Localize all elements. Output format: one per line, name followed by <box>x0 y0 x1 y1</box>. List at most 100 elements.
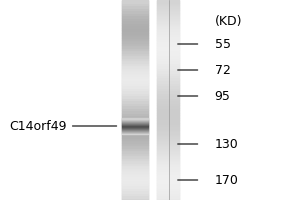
Bar <box>157 0 179 2</box>
Bar <box>122 135 148 138</box>
Bar <box>122 27 148 30</box>
Bar <box>157 25 179 27</box>
Bar <box>122 100 148 102</box>
Bar <box>157 75 179 77</box>
Bar <box>122 0 148 200</box>
Bar <box>122 20 148 22</box>
Bar <box>157 27 179 30</box>
Bar <box>122 142 148 145</box>
Bar <box>157 80 179 82</box>
Bar <box>157 70 179 73</box>
Bar <box>157 55 179 58</box>
Bar <box>157 162 179 165</box>
Bar <box>122 195 148 198</box>
Bar <box>157 188 179 190</box>
Bar <box>157 40 179 43</box>
Bar <box>157 85 179 88</box>
Bar <box>122 158 148 160</box>
Bar <box>122 138 148 140</box>
Bar <box>122 7 148 10</box>
Bar <box>122 15 148 18</box>
Bar <box>122 119 148 120</box>
Bar <box>157 145 179 148</box>
Bar <box>157 43 179 45</box>
Bar <box>157 152 179 155</box>
Bar <box>157 192 179 195</box>
Bar <box>157 38 179 40</box>
Bar <box>157 83 179 85</box>
Bar <box>122 170 148 172</box>
Bar <box>122 22 148 25</box>
Bar <box>157 92 179 95</box>
Bar <box>122 47 148 50</box>
Bar <box>157 128 179 130</box>
Bar <box>122 40 148 43</box>
Bar <box>157 20 179 22</box>
Bar <box>157 115 179 117</box>
Bar <box>157 142 179 145</box>
Bar <box>157 5 179 7</box>
Bar <box>122 108 148 110</box>
Text: C14orf49: C14orf49 <box>9 119 67 132</box>
Bar <box>122 80 148 82</box>
Bar <box>157 148 179 150</box>
Bar <box>157 150 179 152</box>
Bar <box>122 75 148 77</box>
Bar <box>157 58 179 60</box>
Bar <box>122 115 148 117</box>
Bar <box>157 180 179 182</box>
Bar <box>122 125 148 126</box>
Bar <box>122 2 148 5</box>
Bar <box>122 95 148 98</box>
Bar <box>122 124 148 125</box>
Bar <box>122 130 148 131</box>
Bar <box>122 127 148 128</box>
Bar <box>122 45 148 47</box>
Text: 72: 72 <box>215 64 231 76</box>
Bar <box>122 58 148 60</box>
Bar <box>157 88 179 90</box>
Bar <box>157 155 179 158</box>
Bar <box>157 22 179 25</box>
Bar <box>157 165 179 168</box>
Bar <box>122 162 148 165</box>
Bar <box>157 160 179 162</box>
Bar <box>122 120 148 121</box>
Bar <box>122 98 148 100</box>
Bar <box>122 192 148 195</box>
Bar <box>157 0 179 200</box>
Bar <box>157 130 179 132</box>
Bar <box>122 90 148 92</box>
Bar <box>122 155 148 158</box>
Bar <box>122 168 148 170</box>
Text: 130: 130 <box>215 138 238 150</box>
Bar <box>122 78 148 80</box>
Bar <box>122 102 148 105</box>
Bar <box>122 55 148 58</box>
Bar <box>122 35 148 38</box>
Bar <box>122 190 148 192</box>
Bar <box>122 131 148 132</box>
Bar <box>157 158 179 160</box>
Bar <box>122 18 148 20</box>
Bar <box>157 2 179 5</box>
Bar <box>122 148 148 150</box>
Bar <box>122 175 148 178</box>
Bar <box>157 117 179 120</box>
Bar <box>122 85 148 88</box>
Bar <box>122 83 148 85</box>
Bar <box>122 132 148 133</box>
Bar <box>122 88 148 90</box>
Bar <box>122 128 148 130</box>
Bar <box>157 125 179 128</box>
Bar <box>122 38 148 40</box>
Bar <box>157 120 179 122</box>
Bar <box>122 32 148 35</box>
Bar <box>157 78 179 80</box>
Bar <box>157 175 179 178</box>
Bar <box>122 65 148 68</box>
Bar <box>157 95 179 98</box>
Bar <box>122 122 148 123</box>
Bar <box>122 129 148 130</box>
Bar <box>122 52 148 55</box>
